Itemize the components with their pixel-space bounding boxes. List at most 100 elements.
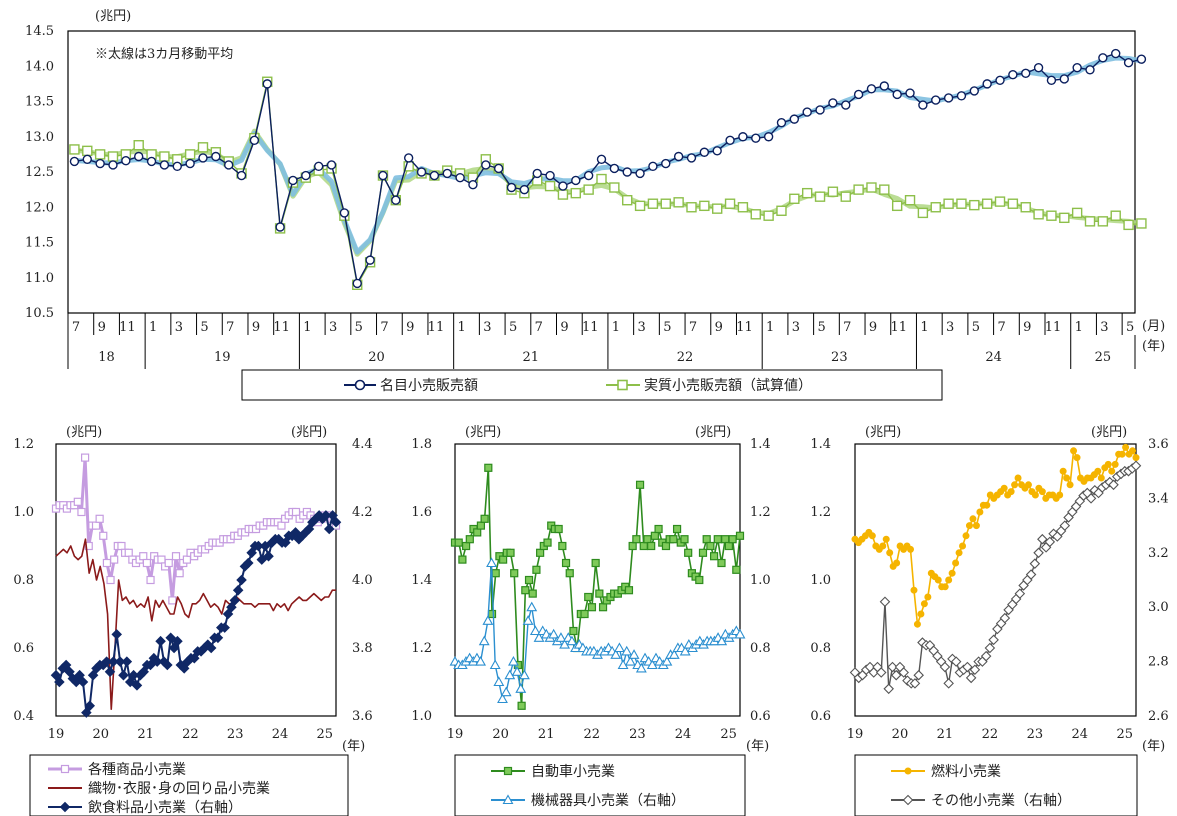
panel-series-point <box>1104 460 1112 468</box>
panel-series-point <box>487 609 497 619</box>
panel-x-tick: 23 <box>1027 727 1044 742</box>
nominal-point <box>198 153 208 163</box>
nominal-point <box>134 151 144 162</box>
panel-series-point <box>934 576 942 584</box>
panel-series-point <box>473 528 482 537</box>
real-point <box>647 198 659 209</box>
panel-series-point <box>212 632 224 644</box>
panel-legend-box <box>854 754 1138 816</box>
panel-series-point <box>263 550 274 562</box>
real-point <box>1020 202 1031 213</box>
main-month-label: 7 <box>535 320 543 335</box>
panel-right-tick: 4.4 <box>352 437 373 452</box>
real-point <box>69 144 80 155</box>
real-point <box>904 194 916 206</box>
panel-series-point <box>145 659 156 671</box>
nominal-point <box>841 100 851 110</box>
panel-series-point <box>54 676 65 688</box>
nominal-point <box>275 222 285 232</box>
panel-x-tick: 24 <box>675 727 692 742</box>
panel-series-point <box>555 632 567 642</box>
panel-left-tick: 1.0 <box>13 505 34 520</box>
nominal-point <box>211 151 221 162</box>
main-month-label: 9 <box>406 320 414 335</box>
panel-series-point <box>168 596 177 605</box>
panel-series-point <box>613 642 625 653</box>
nominal-point <box>699 147 710 157</box>
panel-series-point <box>717 558 726 568</box>
panel-series-point <box>499 555 508 564</box>
panel-series-point <box>157 555 166 564</box>
real-point <box>930 202 941 213</box>
panel-left-tick: 0.8 <box>13 573 34 588</box>
panel-series-point <box>650 531 659 540</box>
panel-series-point <box>172 635 183 647</box>
panel-x-tick: 20 <box>492 727 509 742</box>
real-point <box>557 189 569 200</box>
nominal-point <box>493 163 504 174</box>
real-point <box>737 202 749 213</box>
panel-series-point <box>277 521 286 530</box>
panel-left-tick: 1.2 <box>810 505 831 520</box>
panel-series-point <box>595 589 604 598</box>
panel-x-tick: 24 <box>272 727 289 742</box>
panel-series-point <box>77 676 89 688</box>
panel-series-point <box>175 569 184 578</box>
panel-series-point <box>965 522 973 530</box>
real-point <box>583 184 594 195</box>
nominal-point <box>751 133 761 143</box>
main-month-label: 5 <box>200 320 208 335</box>
main-month-label: 3 <box>946 320 954 335</box>
panel-left-tick: 1.0 <box>810 573 831 588</box>
panel-series-point <box>988 634 999 646</box>
nominal-point <box>995 75 1005 86</box>
panel-series-point <box>1000 484 1008 492</box>
panel-series-point <box>91 521 101 530</box>
panel-series-point <box>939 661 951 673</box>
panel-series-point <box>941 583 949 591</box>
panel-series-point <box>647 541 656 551</box>
nominal-point <box>262 79 272 89</box>
nominal-point <box>802 107 812 117</box>
panel-series-point <box>491 569 500 578</box>
panel-x-tick: 22 <box>182 727 199 742</box>
nominal-point <box>763 132 774 142</box>
main-month-label: 5 <box>509 320 517 335</box>
panel-series-point <box>558 541 567 551</box>
panel-series-point <box>646 659 658 670</box>
real-point <box>827 186 839 197</box>
panel-series-point <box>80 453 90 462</box>
panel-series-point <box>290 527 301 538</box>
panel-series-point <box>624 655 636 666</box>
real-point <box>776 205 787 216</box>
nominal-point <box>969 86 980 96</box>
panel-left-tick: 1.4 <box>411 573 432 588</box>
panel-series-point <box>500 686 512 697</box>
panel-series-point <box>886 549 894 557</box>
panel-series-point <box>1118 450 1126 458</box>
panel-1: (兆円) (兆円) 1.2 1.0 0.8 0.6 0.4 4.4 4.2 4.0 3.8 3.6 19… <box>13 425 373 816</box>
main-month-label: 9 <box>1023 320 1031 335</box>
main-year-label: 22 <box>677 350 694 365</box>
panel-right-tick: 0.6 <box>750 709 771 724</box>
panel-series-point <box>1070 447 1078 455</box>
panel-series-point <box>1025 569 1037 580</box>
nominal-point <box>828 98 838 108</box>
real-point <box>789 193 800 204</box>
panel-series-point <box>81 707 92 718</box>
panel-legend-label: 自動車小売業 <box>531 763 615 780</box>
nominal-point <box>236 170 247 181</box>
panel-series-point <box>117 541 126 551</box>
real-point <box>994 196 1006 207</box>
main-month-label: 9 <box>98 320 106 335</box>
panel-x-tick: 20 <box>93 727 110 742</box>
real-point <box>660 198 671 209</box>
real-point <box>969 199 980 211</box>
panel-series-point <box>1094 467 1102 475</box>
main-month-label: 9 <box>560 320 568 335</box>
main-month-unit: (月) <box>1142 319 1165 334</box>
real-point <box>711 203 723 214</box>
main-month-label: 3 <box>792 320 800 335</box>
panel-series-point <box>566 635 578 646</box>
panel-series-point <box>598 603 608 612</box>
